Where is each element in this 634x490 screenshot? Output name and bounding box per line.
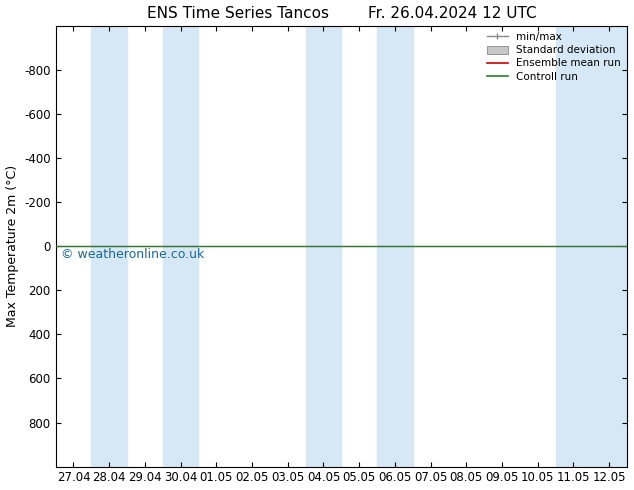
- Bar: [163, 26, 198, 466]
- Bar: [306, 26, 341, 466]
- Text: © weatheronline.co.uk: © weatheronline.co.uk: [61, 248, 205, 262]
- Legend: min/max, Standard deviation, Ensemble mean run, Controll run: min/max, Standard deviation, Ensemble me…: [482, 28, 625, 86]
- Bar: [377, 26, 413, 466]
- Bar: [555, 26, 627, 466]
- Bar: [91, 26, 127, 466]
- Y-axis label: Max Temperature 2m (°C): Max Temperature 2m (°C): [6, 165, 18, 327]
- Title: ENS Time Series Tancos        Fr. 26.04.2024 12 UTC: ENS Time Series Tancos Fr. 26.04.2024 12…: [146, 5, 536, 21]
